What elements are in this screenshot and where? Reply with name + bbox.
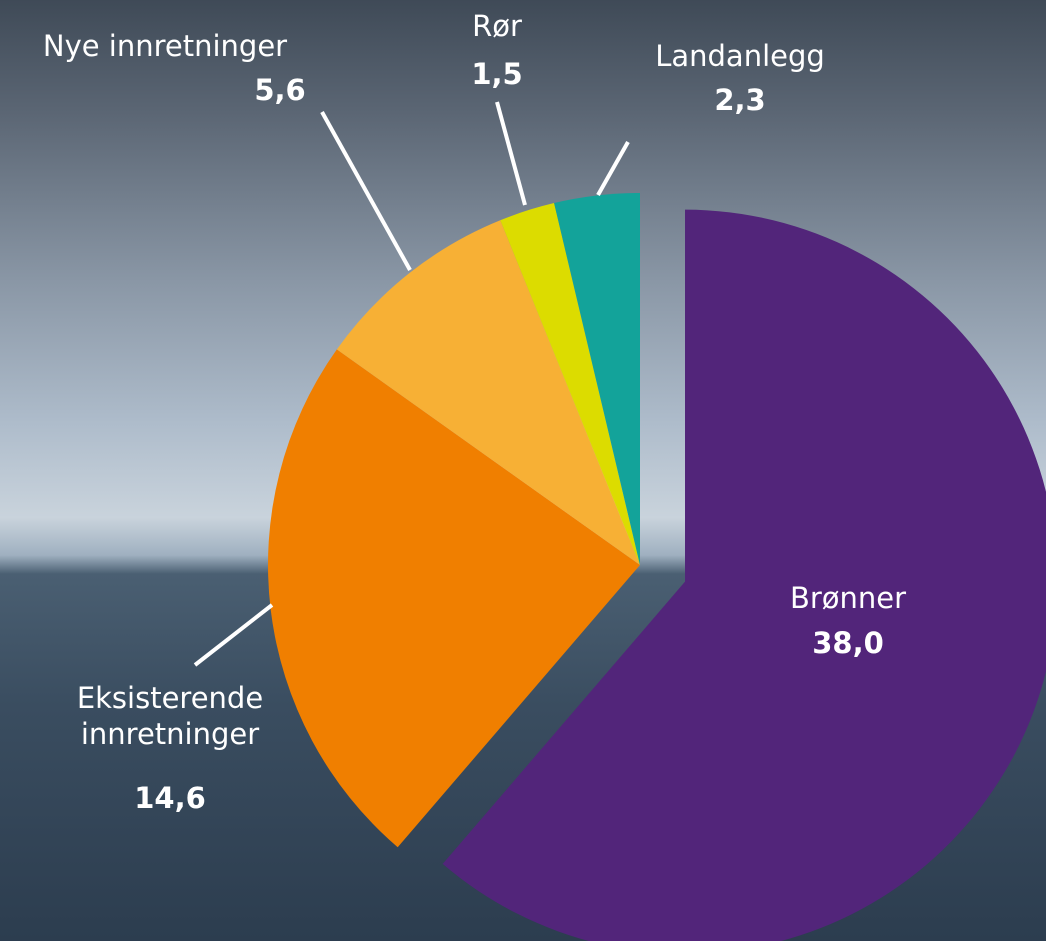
- leader-line: [193, 603, 274, 667]
- value-label: 2,3: [714, 83, 765, 117]
- leader-line: [320, 111, 412, 271]
- value-label: 14,6: [134, 781, 206, 815]
- leader-line: [495, 101, 527, 206]
- value-label: 1,5: [471, 57, 522, 91]
- labels: Brønner 38,0 Nye innretninger 5,6 Rør 1,5 Land…: [43, 9, 906, 815]
- slices: [267, 193, 1046, 941]
- pie-slice: [336, 220, 640, 565]
- label-box: Eksisterende innretninger: [76, 681, 264, 751]
- pie-slice: [442, 209, 1046, 941]
- category-label: Brønner: [790, 581, 906, 615]
- leader-line: [596, 141, 630, 196]
- value-label: 5,6: [254, 73, 305, 107]
- value-label: 38,0: [812, 626, 884, 660]
- category-label: Eksisterende innretninger: [76, 681, 264, 751]
- category-label: Landanlegg: [655, 39, 825, 73]
- pie-slice: [267, 349, 640, 848]
- pie-slice: [500, 203, 640, 565]
- category-label: Rør: [472, 9, 522, 43]
- pie-slice: [554, 193, 640, 565]
- category-label: Nye innretninger: [43, 29, 287, 63]
